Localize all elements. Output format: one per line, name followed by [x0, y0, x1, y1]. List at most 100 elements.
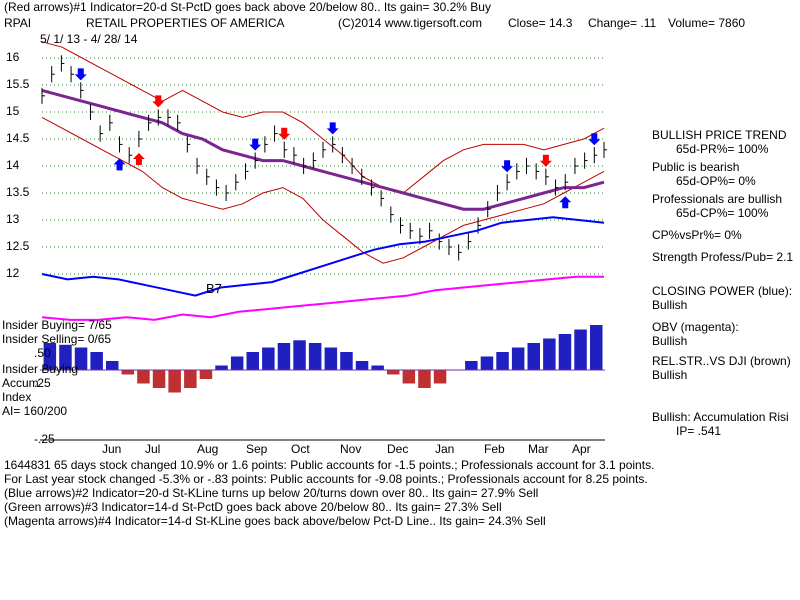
public-status: Public is bearish — [652, 160, 740, 174]
signal-arrow-up — [113, 158, 126, 171]
accum-bar — [246, 352, 259, 370]
obv-polyline — [41, 275, 604, 321]
pr-value: 65d-PR%= 100% — [676, 142, 769, 156]
x-tick: Oct — [291, 442, 310, 456]
accum-bar — [574, 329, 587, 370]
moving-average-line — [41, 88, 605, 211]
accum-label-2: Accum — [2, 376, 39, 390]
accum-bar — [121, 370, 135, 375]
accum-bar — [340, 352, 353, 370]
accum-bar — [215, 365, 228, 370]
signal-arrow-down — [501, 160, 514, 173]
accum-bar — [293, 340, 306, 370]
professionals-status: Professionals are bullish — [652, 192, 783, 206]
accum-bar — [590, 325, 603, 370]
x-tick: Nov — [340, 442, 362, 456]
signal-arrow-down — [152, 95, 165, 108]
relstr-label: REL.STR..VS DJI (brown) — [652, 354, 791, 368]
y-tick: 12 — [6, 266, 20, 280]
closing-power-polyline — [41, 216, 605, 297]
obv-label: OBV (magenta): — [652, 320, 739, 334]
insider-selling: Insider Selling= 0/65 — [2, 332, 112, 346]
footer-line-3: (Blue arrows)#2 Indicator=20-d St-KLine … — [4, 486, 539, 500]
y-tick: 16 — [6, 50, 20, 64]
signal-arrow-up — [132, 153, 145, 165]
accum-bar — [324, 347, 338, 370]
accum-bar — [418, 370, 431, 388]
cp-value: 65d-CP%= 100% — [676, 206, 769, 220]
accum-status: Bullish: Accumulation Risi — [652, 410, 789, 424]
accum-bar — [106, 361, 119, 370]
accum-bar — [355, 361, 369, 370]
trend-title: BULLISH PRICE TREND — [652, 128, 787, 142]
y-tick: 14.5 — [6, 131, 30, 145]
signal-arrow-up — [559, 196, 572, 209]
close-value: Close= 14.3 — [508, 16, 573, 30]
x-tick: Aug — [197, 442, 219, 456]
date-range: 5/ 1/ 13 - 4/ 28/ 14 — [40, 32, 138, 46]
accum-bar — [152, 370, 166, 388]
footer-line-1: 1644831 65 days stock changed 10.9% or 1… — [4, 458, 655, 472]
signal-arrow-down — [539, 154, 552, 167]
accum-bar — [230, 356, 244, 370]
accum-bar — [511, 347, 525, 370]
signal-arrows — [74, 68, 601, 209]
x-tick: Dec — [387, 442, 409, 456]
obv-status: Bullish — [652, 334, 688, 348]
company-name: RETAIL PROPERTIES OF AMERICA — [86, 16, 285, 30]
b7-label: B7 — [206, 281, 222, 296]
accum-bar — [59, 344, 72, 370]
strength-value: Strength Profess/Pub= 2.1 — [652, 250, 794, 264]
obv-line — [41, 275, 604, 321]
y-tick: 15 — [6, 104, 20, 118]
x-tick: Jun — [102, 442, 122, 456]
insider-buying: Insider Buying= 7/65 — [2, 318, 112, 332]
y-tick: 13 — [6, 212, 20, 226]
signal-arrow-down — [249, 138, 262, 151]
x-tick: Jan — [435, 442, 455, 456]
op-value: 65d-OP%= 0% — [676, 174, 756, 188]
accum-bar — [558, 334, 572, 370]
accum-bar — [199, 370, 213, 379]
indicator-line-1: (Red arrows)#1 Indicator=20-d St-PctD go… — [4, 0, 491, 14]
accum-bar — [168, 370, 181, 393]
accum-bar — [402, 370, 416, 384]
signal-arrow-down — [74, 68, 87, 81]
y-tick: 14 — [6, 158, 20, 172]
signal-arrow-down — [588, 133, 601, 146]
accum-tick: .50 — [34, 346, 51, 360]
accum-bar — [387, 370, 400, 375]
x-tick: Apr — [572, 442, 591, 456]
accum-bar — [543, 338, 556, 370]
accum-bar — [465, 361, 478, 370]
y-tick: 15.5 — [6, 77, 30, 91]
ai-value: AI= 160/200 — [2, 404, 68, 418]
x-tick: Feb — [484, 442, 505, 456]
accum-bar — [74, 347, 88, 370]
ip-value: IP= .541 — [676, 424, 722, 438]
accum-label-1: Insider Buying — [2, 362, 79, 376]
accum-bar — [527, 343, 540, 370]
cpvspr-value: CP%vsPr%= 0% — [652, 228, 742, 242]
accum-bar — [277, 343, 291, 370]
change-value: Change= .11 — [588, 16, 657, 30]
footer-line-5: (Magenta arrows)#4 Indicator=14-d St-KLi… — [4, 514, 546, 528]
price-line — [41, 55, 607, 261]
upper-band-line — [41, 41, 605, 194]
accumulation-index-bars — [43, 325, 603, 393]
accum-bar — [137, 370, 150, 384]
volume-value: Volume= 7860 — [668, 16, 746, 30]
accum-bar — [433, 370, 447, 384]
footer-line-2: For Last year stock changed -5.3% or -.8… — [4, 472, 648, 486]
x-tick: Mar — [528, 442, 549, 456]
accum-tick: -.25 — [34, 432, 55, 446]
y-tick: 12.5 — [6, 239, 30, 253]
accum-tick: .25 — [34, 376, 51, 390]
y-tick: 13.5 — [6, 185, 30, 199]
accum-bar — [184, 370, 197, 388]
x-tick: Jul — [145, 442, 161, 456]
accum-bar — [90, 352, 103, 370]
closing-power-status: Bullish — [652, 298, 688, 312]
ma-line — [41, 88, 605, 211]
